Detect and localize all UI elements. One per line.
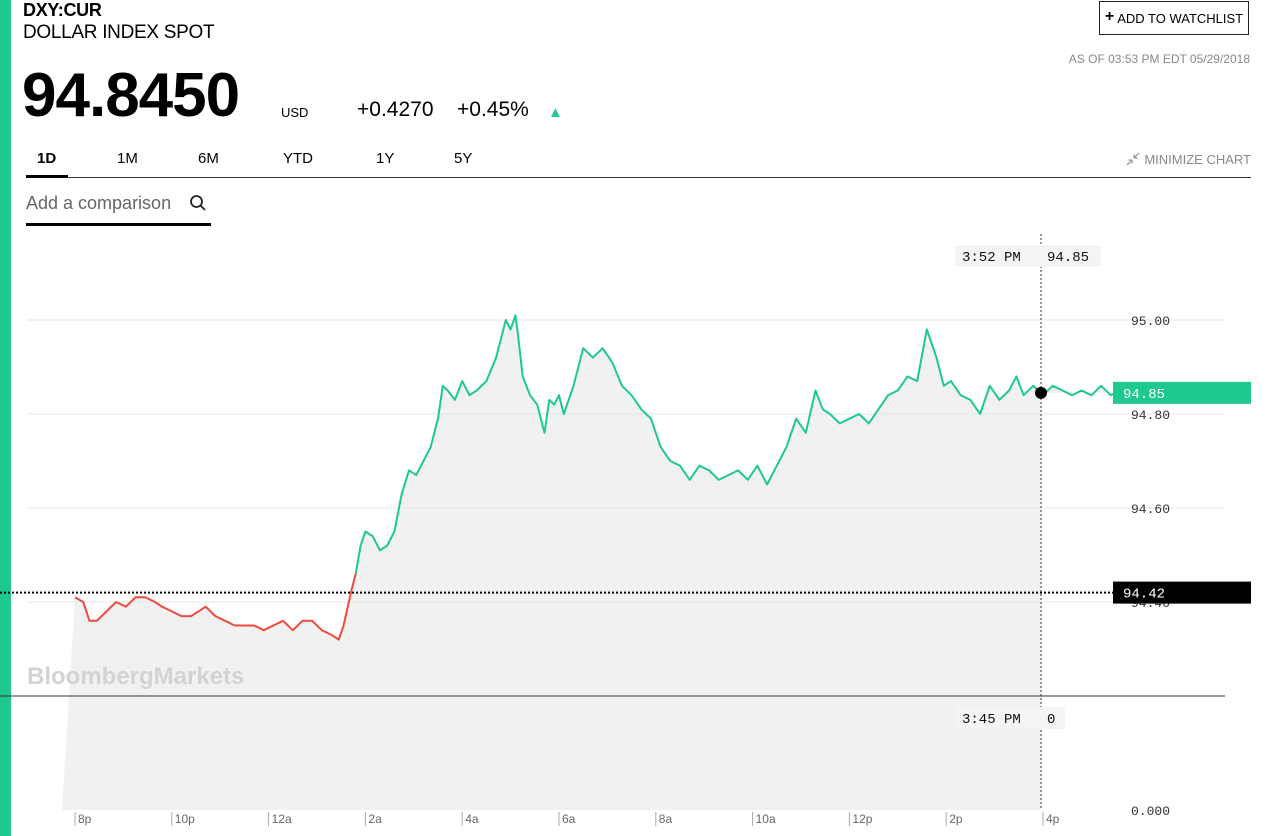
search-icon[interactable] (189, 194, 207, 212)
x-tick-label: 4a (465, 812, 479, 826)
price-line-up (354, 314, 1231, 574)
x-tick-label: 6a (562, 812, 576, 826)
minimize-chart-label: MINIMIZE CHART (1144, 152, 1251, 167)
y-tick-label: 95.00 (1131, 314, 1170, 329)
tab-6m[interactable]: 6M (198, 150, 219, 167)
volume-readout-box (955, 707, 1065, 729)
x-tick-label: 2p (949, 812, 963, 826)
y-tick-label: 94.60 (1131, 502, 1170, 517)
accent-bar (0, 0, 11, 836)
comparison-input-placeholder: Add a comparison (26, 193, 172, 213)
previous-close-label: 94.42 (1123, 587, 1165, 603)
collapse-arrows-icon (1126, 152, 1140, 166)
add-to-watchlist-label: ADD TO WATCHLIST (1117, 10, 1244, 26)
crosshair-time: 3:52 PM (962, 250, 1021, 266)
up-triangle-icon: ▲ (548, 104, 563, 121)
volume-time: 3:45 PM (962, 712, 1021, 728)
security-name: DOLLAR INDEX SPOT (23, 22, 215, 43)
x-tick-label: 4p (1046, 812, 1060, 826)
range-tabs: 1D 1M 6M YTD 1Y 5Y MINIMIZE CHART (26, 146, 1251, 178)
comparison-search[interactable]: Add a comparison (26, 186, 211, 226)
crosshair-readout-box (955, 245, 1101, 267)
tab-5y[interactable]: 5Y (454, 150, 473, 167)
price-line-down (74, 573, 357, 641)
crosshair-value: 94.85 (1047, 250, 1089, 266)
y-tick-label: 94.80 (1131, 408, 1170, 423)
last-price-label: 94.85 (1123, 387, 1165, 403)
active-tab-underline (26, 175, 68, 178)
ticker-symbol: DXY:CUR (23, 0, 102, 20)
previous-close-badge (1113, 581, 1251, 604)
crosshair-point (1035, 386, 1047, 399)
as-of-timestamp: AS OF 03:53 PM EDT 05/29/2018 (1068, 52, 1250, 66)
price-change-percent: +0.45% (457, 98, 529, 121)
x-tick-label: 8a (659, 812, 673, 826)
watermark: BloombergMarkets (27, 663, 244, 690)
x-tick-label: 10a (756, 812, 776, 826)
minimize-chart-button[interactable]: MINIMIZE CHART (1126, 152, 1251, 167)
x-tick-label: 12p (852, 812, 872, 826)
tab-1d[interactable]: 1D (37, 150, 57, 167)
last-price-badge (1113, 381, 1251, 404)
chart-area-fill (62, 315, 1231, 810)
plus-icon: + (1104, 8, 1115, 25)
x-tick-label: 10p (175, 812, 195, 826)
volume-axis-label: 0.000 (1131, 804, 1170, 819)
last-price: 94.8450 (22, 61, 240, 130)
x-tick-label: 8p (78, 812, 92, 826)
x-tick-label: 2a (368, 812, 382, 826)
tab-1m[interactable]: 1M (117, 150, 138, 167)
tab-1y[interactable]: 1Y (376, 150, 395, 167)
add-to-watchlist-button[interactable]: + ADD TO WATCHLIST (1099, 1, 1249, 35)
tab-ytd[interactable]: YTD (283, 150, 313, 167)
volume-value: 0 (1047, 712, 1055, 728)
x-tick-label: 12a (272, 812, 292, 826)
price-change: +0.4270 (357, 98, 434, 121)
currency-label: USD (281, 105, 309, 120)
